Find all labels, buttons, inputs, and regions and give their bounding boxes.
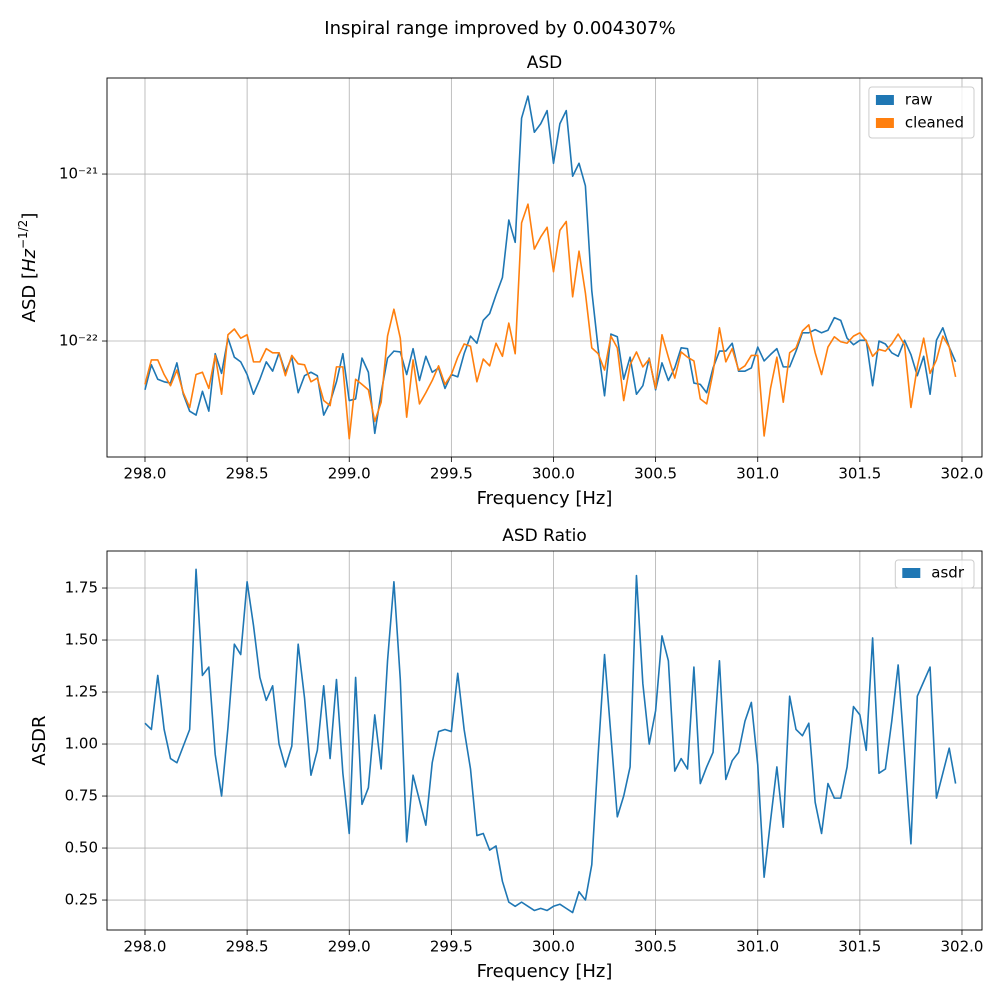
x-tick-label: 299.5 [430, 938, 473, 956]
x-tick-label: 302.0 [941, 938, 984, 956]
y-axis-label: ASD [Hz−1/2] [16, 213, 41, 323]
y-axis-label-part: Hz [19, 248, 40, 272]
x-tick-label: 299.5 [430, 465, 473, 483]
x-tick-label: 301.5 [838, 465, 881, 483]
x-tick-label: 300.5 [634, 938, 677, 956]
x-tick-label: 301.5 [838, 938, 881, 956]
y-tick-label: 0.25 [65, 891, 98, 909]
legend-swatch [902, 568, 921, 578]
legend-label: raw [905, 91, 933, 109]
y-axis-label-part: ASD [ [19, 272, 40, 322]
y-tick-label: 0.75 [65, 787, 98, 805]
axes-frame [106, 550, 983, 931]
axes-title: ASD Ratio [502, 526, 587, 546]
x-tick-label: 302.0 [941, 465, 984, 483]
x-tick-label: 298.5 [226, 938, 269, 956]
x-tick-label: 298.5 [226, 465, 269, 483]
x-tick-label: 301.0 [736, 938, 779, 956]
x-tick-label: 300.0 [532, 938, 575, 956]
series-line [144, 568, 957, 914]
figure-title: Inspiral range improved by 0.004307% [324, 18, 675, 39]
axes-frame [106, 77, 983, 458]
x-tick-label: 299.0 [328, 938, 371, 956]
x-axis-label: Frequency [Hz] [477, 961, 613, 982]
legend-swatch [875, 95, 894, 105]
legend-label: asdr [931, 564, 965, 582]
x-axis-label: Frequency [Hz] [477, 488, 613, 509]
y-tick-label: 1.00 [65, 735, 98, 753]
y-axis-label-part: −1/2 [16, 220, 30, 249]
y-tick-label: 10⁻²² [59, 332, 98, 350]
x-tick-label: 299.0 [328, 465, 371, 483]
x-tick-label: 298.0 [124, 938, 167, 956]
x-tick-label: 300.0 [532, 465, 575, 483]
axes-title: ASD [527, 53, 563, 73]
y-tick-label: 1.25 [65, 683, 98, 701]
legend-label: cleaned [905, 114, 964, 132]
legend-box [868, 86, 975, 139]
y-axis-label-part: ] [19, 213, 40, 220]
series-line [144, 203, 957, 440]
legend-box [894, 559, 975, 589]
x-tick-label: 301.0 [736, 465, 779, 483]
y-axis-label: ASDR [29, 715, 50, 765]
y-tick-label: 1.50 [65, 631, 98, 649]
legend-swatch [875, 118, 894, 128]
x-tick-label: 300.5 [634, 465, 677, 483]
x-tick-label: 298.0 [124, 465, 167, 483]
y-tick-label: 1.75 [65, 579, 98, 597]
y-tick-label: 0.50 [65, 839, 98, 857]
y-tick-label: 10⁻²¹ [59, 165, 98, 183]
